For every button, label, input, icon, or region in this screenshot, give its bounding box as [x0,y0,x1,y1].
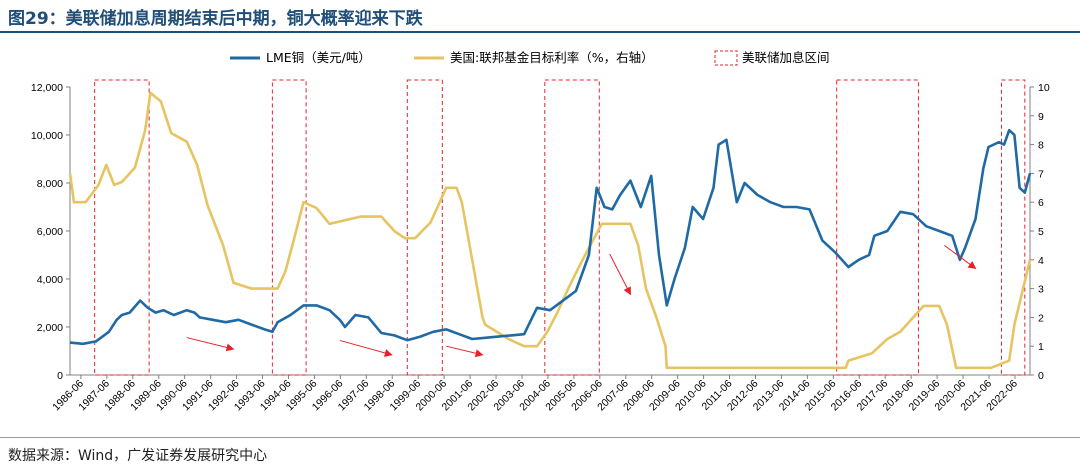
y-right-tick-label: 2 [1038,312,1044,324]
y-right-tick-label: 8 [1038,140,1044,152]
legend-copper-label: LME铜（美元/吨） [266,50,371,65]
y-right-tick-label: 6 [1038,197,1044,209]
y-left-tick-label: 12,000 [31,82,63,94]
hike-period-box [94,79,150,376]
hike-period-box [836,79,919,376]
y-right-tick-label: 4 [1038,255,1044,267]
legend-hike-label: 美联储加息区间 [742,50,830,65]
y-right-tick-label: 3 [1038,284,1044,296]
plot-area: 0 2,000 4,000 6,000 8,000 10,000 12,000 0 1 2 3 4 5 6… [31,79,1050,413]
y-left-tick-label: 6,000 [37,226,63,238]
y-right-tick-label: 9 [1038,111,1044,123]
decline-arrow [609,253,631,296]
y-left-tick-label: 8,000 [37,178,63,190]
hike-period-box [406,79,443,376]
title-rule [0,31,1080,33]
y-right-tick-label: 0 [1038,370,1044,382]
y-right-tick-label: 5 [1038,226,1044,238]
y-right-tick-label: 10 [1038,82,1050,94]
y-left-tick-label: 0 [57,370,63,382]
source-note: 数据来源：Wind，广发证券发展研究中心 [8,448,268,464]
y-left-tick-label: 10,000 [31,130,63,142]
decline-arrow [446,345,484,358]
legend-hike-swatch [714,50,738,66]
y-left-tick-label: 4,000 [37,274,63,286]
y-left-tick-label: 2,000 [37,322,63,334]
hike-period-box [271,79,307,376]
legend-rate-label: 美国:联邦基金目标利率（%，右轴） [450,50,654,65]
legend: LME铜（美元/吨） 美国:联邦基金目标利率（%，右轴） 美联储加息区间 [230,50,830,66]
series-lme-copper-line [69,128,1032,346]
y-right-tick-label: 1 [1038,341,1044,353]
figure-title: 图29：美联储加息周期结束后中期，铜大概率迎来下跌 [8,9,423,29]
series-fed-funds-rate-line [68,91,1032,370]
chart: LME铜（美元/吨） 美国:联邦基金目标利率（%，右轴） 美联储加息区间 0 2,… [31,50,1050,413]
footer-rule [0,437,1080,438]
y-right-tick-label: 7 [1038,168,1044,180]
decline-arrow [186,337,235,352]
decline-arrow [339,339,393,357]
hike-period-box [1000,79,1026,376]
decline-arrow [944,244,977,270]
